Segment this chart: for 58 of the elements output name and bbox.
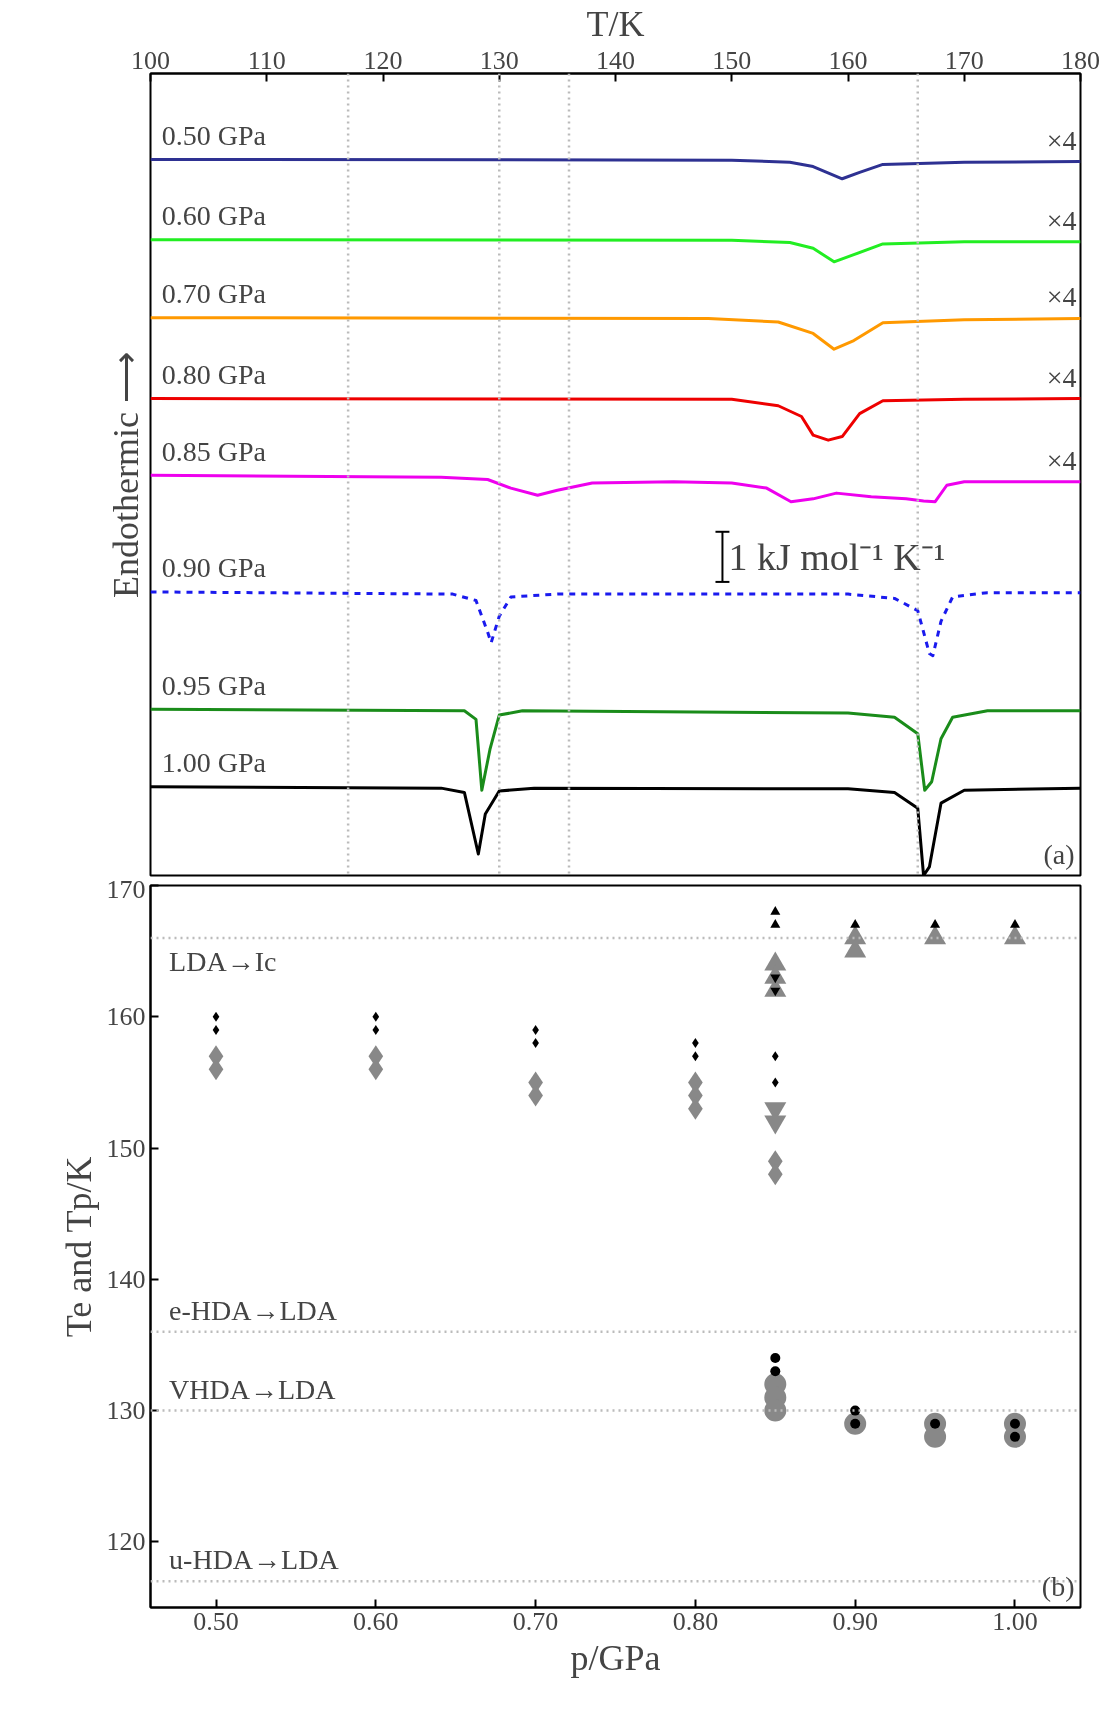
x-tick-label: 0.70 xyxy=(512,1606,559,1636)
point xyxy=(1009,919,1020,928)
x-axis-title: p/GPa xyxy=(570,1637,661,1678)
series-label: 0.60 GPa xyxy=(161,200,267,232)
annotation: ×4 xyxy=(1046,361,1077,393)
annotation: (a) xyxy=(1043,838,1075,870)
x-tick-label: 170 xyxy=(944,45,984,75)
y-tick-label: 170 xyxy=(106,874,146,904)
x-tick-label: 100 xyxy=(131,45,170,75)
y-tick-label: 120 xyxy=(106,1527,146,1557)
series-label: 1.00 GPa xyxy=(161,747,267,779)
y-tick-label: 130 xyxy=(106,1396,146,1426)
x-tick-label: 0.90 xyxy=(832,1606,878,1636)
series-label: 0.90 GPa xyxy=(161,552,267,584)
point xyxy=(372,1011,380,1022)
point xyxy=(372,1024,380,1035)
x-tick-label: 140 xyxy=(596,45,635,75)
point xyxy=(212,1011,220,1022)
point xyxy=(771,1077,779,1088)
point xyxy=(770,1353,781,1364)
x-tick-label: 0.80 xyxy=(672,1606,719,1636)
ref-line-label: LDA→Ic xyxy=(169,946,277,978)
point xyxy=(770,905,781,915)
x-tick-label: 120 xyxy=(363,45,403,75)
ref-line-label: e-HDA→LDA xyxy=(169,1294,338,1326)
x-tick-label: 160 xyxy=(828,45,868,75)
y-axis-title: Endothermic ⟶ xyxy=(105,351,146,598)
y-tick-label: 160 xyxy=(106,1002,146,1032)
series-label: 0.80 GPa xyxy=(161,359,267,390)
ref-line-label: VHDA→LDA xyxy=(169,1373,337,1405)
series-label: 0.50 GPa xyxy=(161,119,267,151)
point xyxy=(771,1051,779,1062)
ref-line-label: u-HDA→LDA xyxy=(169,1544,340,1576)
y-axis-title: Te and Tp/K xyxy=(58,1156,99,1338)
annotation: ×4 xyxy=(1046,204,1077,236)
annotation: 1 kJ mol⁻¹ K⁻¹ xyxy=(728,535,946,578)
point xyxy=(770,919,781,928)
series-label: 0.95 GPa xyxy=(161,669,267,701)
x-tick-label: 110 xyxy=(247,45,286,75)
x-axis-title: T/K xyxy=(586,3,645,44)
point xyxy=(770,1366,781,1377)
x-tick-label: 130 xyxy=(479,45,519,75)
annotation: ×4 xyxy=(1046,444,1077,476)
annotation: (b) xyxy=(1041,1570,1075,1602)
series-label: 0.70 GPa xyxy=(161,278,267,310)
point xyxy=(930,919,941,928)
annotation: ×4 xyxy=(1046,281,1077,313)
y-tick-label: 140 xyxy=(106,1264,146,1294)
x-tick-label: 0.60 xyxy=(353,1606,399,1636)
point xyxy=(212,1024,220,1035)
x-tick-label: 180 xyxy=(1061,45,1100,75)
x-tick-label: 1.00 xyxy=(992,1606,1038,1636)
series-label: 0.85 GPa xyxy=(161,435,267,467)
x-tick-label: 0.50 xyxy=(193,1606,239,1636)
x-tick-label: 150 xyxy=(712,45,752,75)
point xyxy=(850,919,861,928)
y-tick-label: 150 xyxy=(106,1133,146,1163)
text: ×4 xyxy=(1046,124,1077,156)
